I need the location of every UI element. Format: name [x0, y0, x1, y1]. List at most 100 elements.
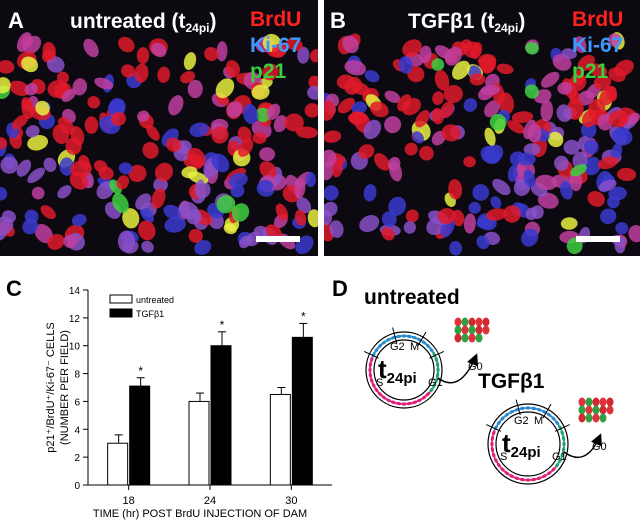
cell [449, 240, 463, 256]
cell [27, 167, 45, 184]
cell [211, 153, 230, 173]
panel-b-labels: B TGFβ1 (t24pi) BrdU Ki-67 p21 [330, 8, 623, 83]
cell [324, 130, 342, 143]
cell [381, 211, 397, 227]
phase-segment [432, 382, 437, 389]
cell [324, 100, 336, 121]
phase-label: M [410, 341, 419, 353]
phase-segment [491, 429, 496, 436]
phase-segment [425, 343, 431, 349]
cell [381, 227, 395, 241]
cell [463, 98, 478, 112]
phase-segment [490, 435, 495, 442]
cell [530, 205, 544, 220]
cell [358, 144, 375, 159]
cell [490, 196, 502, 209]
cell [398, 56, 413, 74]
label-text: t [378, 354, 387, 384]
g0-cell [592, 405, 600, 415]
y-axis-label: p21⁺/BrdU⁺/Ki-67⁻ CELLS [45, 322, 57, 453]
cell [34, 224, 53, 244]
cell [122, 208, 140, 229]
cell [463, 213, 476, 234]
cycle-ring-inner [495, 411, 561, 477]
cell [517, 152, 536, 166]
cell [116, 175, 130, 190]
cell [21, 56, 39, 73]
cell [151, 188, 166, 209]
cell [189, 122, 209, 138]
phase-segment [530, 477, 537, 482]
cell [389, 161, 403, 182]
cell [369, 101, 389, 118]
cell [22, 218, 39, 235]
cell [296, 126, 318, 139]
phase-segment [401, 334, 407, 338]
x-tick-label: 30 [285, 495, 297, 507]
cell [598, 179, 617, 192]
phase-segment [434, 377, 439, 384]
cell [57, 185, 72, 199]
cell [61, 88, 76, 103]
cell [496, 63, 514, 75]
cell [574, 36, 587, 54]
cell [374, 153, 391, 171]
subscript: 24pi [511, 444, 541, 461]
cell [245, 231, 261, 247]
y-tick-label: 14 [69, 286, 81, 297]
phase-label: G1 [552, 451, 567, 463]
g0-cell [468, 333, 476, 343]
phase-segment [425, 391, 431, 397]
stain: p21 [572, 60, 609, 83]
phase-segment [491, 452, 496, 459]
cell [419, 145, 434, 161]
title-text: untreated (t [70, 10, 186, 33]
cell [84, 116, 99, 134]
y-tick-label: 4 [74, 425, 80, 436]
phase-segment [490, 441, 494, 447]
cell [608, 67, 626, 82]
cell [151, 42, 167, 58]
cell [265, 224, 282, 240]
cell [204, 46, 219, 62]
panel-letter: A [8, 8, 24, 33]
cell [146, 124, 160, 141]
cell [47, 80, 69, 98]
g0-cell [454, 317, 462, 327]
cell [452, 60, 471, 80]
y-tick-label: 6 [74, 397, 80, 408]
x-tick-label: 18 [123, 495, 135, 507]
phase-segment [561, 446, 566, 453]
g0-cell [468, 317, 476, 327]
cell [40, 205, 56, 220]
cycle-label: t24pi [378, 354, 417, 387]
cell [57, 117, 75, 135]
cell [69, 171, 89, 190]
cell [523, 143, 541, 156]
g0-cell [475, 317, 483, 327]
cell [98, 166, 114, 180]
cell [443, 85, 463, 103]
cycle-ring [487, 403, 569, 485]
phase-divider [417, 331, 427, 347]
cell [336, 74, 355, 90]
cell [65, 137, 82, 155]
significance: * [301, 309, 306, 323]
cell [404, 142, 418, 156]
cell [31, 186, 45, 200]
cell [511, 111, 534, 124]
cell [397, 94, 412, 112]
cell [94, 77, 114, 90]
scale-bar [256, 236, 300, 242]
cell [485, 208, 507, 221]
panel-letter: D [332, 276, 348, 301]
phase-segment [554, 462, 560, 468]
g0-cell [454, 333, 462, 343]
bar [210, 345, 232, 486]
phase-segment [377, 391, 383, 397]
cell [484, 127, 496, 146]
phase-label: G1 [428, 377, 443, 389]
g0-cell [461, 317, 469, 327]
